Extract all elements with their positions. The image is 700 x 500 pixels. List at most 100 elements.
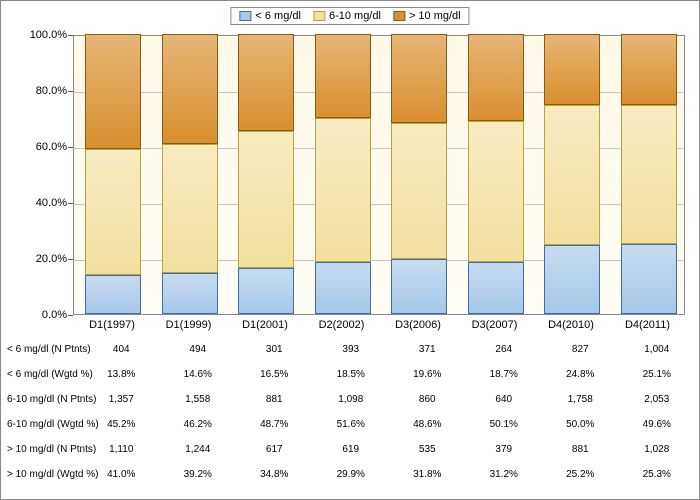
bar-segment	[621, 34, 677, 105]
y-tick-mark	[68, 35, 73, 36]
legend-item: > 10 mg/dl	[393, 10, 461, 22]
y-tick-mark	[68, 147, 73, 148]
legend-swatch	[239, 11, 251, 21]
row-cell: 881	[542, 444, 619, 455]
row-cell: 881	[236, 394, 313, 405]
row-cell: 2,053	[619, 394, 696, 405]
row-cell: 1,004	[619, 344, 696, 355]
x-tick-label: D1(1997)	[74, 319, 150, 331]
row-cell: 640	[466, 394, 543, 405]
y-tick-mark	[68, 259, 73, 260]
x-tick-label: D3(2007)	[457, 319, 533, 331]
row-cell: 404	[83, 344, 160, 355]
chart-container: < 6 mg/dl6-10 mg/dl> 10 mg/dl < 6 mg/dl …	[0, 0, 700, 500]
row-cell: 1,098	[313, 394, 390, 405]
row-label: > 10 mg/dl (Wgtd %)	[1, 469, 83, 480]
row-cell: 46.2%	[160, 419, 237, 430]
x-tick-label: D2(2002)	[304, 319, 380, 331]
bar-segment	[85, 34, 141, 149]
table-row: < 6 mg/dl (Wgtd %)13.8%14.6%16.5%18.5%19…	[1, 362, 700, 387]
row-cell: 45.2%	[83, 419, 160, 430]
row-cell: 16.5%	[236, 369, 313, 380]
row-cell: 50.0%	[542, 419, 619, 430]
bar-segment	[544, 34, 600, 105]
y-tick-label: 40.0%	[17, 197, 67, 209]
bar-segment	[238, 34, 294, 131]
y-tick-mark	[68, 91, 73, 92]
x-tick-label: D1(1999)	[151, 319, 227, 331]
row-cell: 50.1%	[466, 419, 543, 430]
row-label: 6-10 mg/dl (Wgtd %)	[1, 419, 83, 430]
row-cell: 13.8%	[83, 369, 160, 380]
row-label: 6-10 mg/dl (N Ptnts)	[1, 394, 83, 405]
row-cell: 34.8%	[236, 469, 313, 480]
bar-segment	[315, 262, 371, 314]
plot-area	[73, 35, 685, 315]
bar-group	[621, 34, 677, 314]
row-cell: 371	[389, 344, 466, 355]
row-cell: 1,244	[160, 444, 237, 455]
bar-segment	[238, 131, 294, 267]
bar-segment	[468, 34, 524, 121]
legend-label: 6-10 mg/dl	[329, 10, 381, 22]
bar-group	[544, 34, 600, 314]
bar-segment	[85, 149, 141, 276]
bar-segment	[162, 144, 218, 273]
row-cell: 18.5%	[313, 369, 390, 380]
bar-segment	[468, 262, 524, 314]
row-cell: 48.7%	[236, 419, 313, 430]
row-cell: 18.7%	[466, 369, 543, 380]
row-cell: 19.6%	[389, 369, 466, 380]
row-cell: 301	[236, 344, 313, 355]
row-cell: 49.6%	[619, 419, 696, 430]
row-cell: 25.1%	[619, 369, 696, 380]
table-row: > 10 mg/dl (Wgtd %)41.0%39.2%34.8%29.9%3…	[1, 462, 700, 487]
table-row: > 10 mg/dl (N Ptnts)1,1101,2446176195353…	[1, 437, 700, 462]
bar-segment	[391, 259, 447, 314]
row-label: < 6 mg/dl (N Ptnts)	[1, 344, 83, 355]
x-tick-label: D1(2001)	[227, 319, 303, 331]
bar-segment	[162, 273, 218, 314]
y-tick-label: 80.0%	[17, 85, 67, 97]
bar-segment	[391, 123, 447, 259]
row-cell: 494	[160, 344, 237, 355]
row-cell: 31.8%	[389, 469, 466, 480]
row-cell: 619	[313, 444, 390, 455]
row-cell: 379	[466, 444, 543, 455]
bar-segment	[544, 245, 600, 314]
legend-swatch	[393, 11, 405, 21]
table-row: < 6 mg/dl (N Ptnts)404494301393371264827…	[1, 337, 700, 362]
row-cell: 48.6%	[389, 419, 466, 430]
legend-swatch	[313, 11, 325, 21]
bar-segment	[238, 268, 294, 314]
legend: < 6 mg/dl6-10 mg/dl> 10 mg/dl	[230, 7, 469, 25]
bar-group	[468, 34, 524, 314]
bar-segment	[391, 34, 447, 123]
bar-segment	[544, 105, 600, 245]
row-cell: 24.8%	[542, 369, 619, 380]
row-cell: 1,357	[83, 394, 160, 405]
row-cell: 264	[466, 344, 543, 355]
row-cell: 25.2%	[542, 469, 619, 480]
y-tick-label: 20.0%	[17, 253, 67, 265]
row-label: < 6 mg/dl (Wgtd %)	[1, 369, 83, 380]
row-cell: 51.6%	[313, 419, 390, 430]
bar-group	[391, 34, 447, 314]
row-cell: 1,558	[160, 394, 237, 405]
legend-item: 6-10 mg/dl	[313, 10, 381, 22]
bar-segment	[85, 275, 141, 314]
bar-segment	[468, 121, 524, 261]
row-cell: 617	[236, 444, 313, 455]
row-cell: 1,028	[619, 444, 696, 455]
row-cell: 1,758	[542, 394, 619, 405]
row-cell: 29.9%	[313, 469, 390, 480]
row-cell: 14.6%	[160, 369, 237, 380]
bar-group	[162, 34, 218, 314]
bar-segment	[315, 118, 371, 262]
row-cell: 1,110	[83, 444, 160, 455]
row-label: > 10 mg/dl (N Ptnts)	[1, 444, 83, 455]
row-cell: 393	[313, 344, 390, 355]
x-tick-label: D4(2011)	[610, 319, 686, 331]
bar-group	[315, 34, 371, 314]
row-cell: 827	[542, 344, 619, 355]
